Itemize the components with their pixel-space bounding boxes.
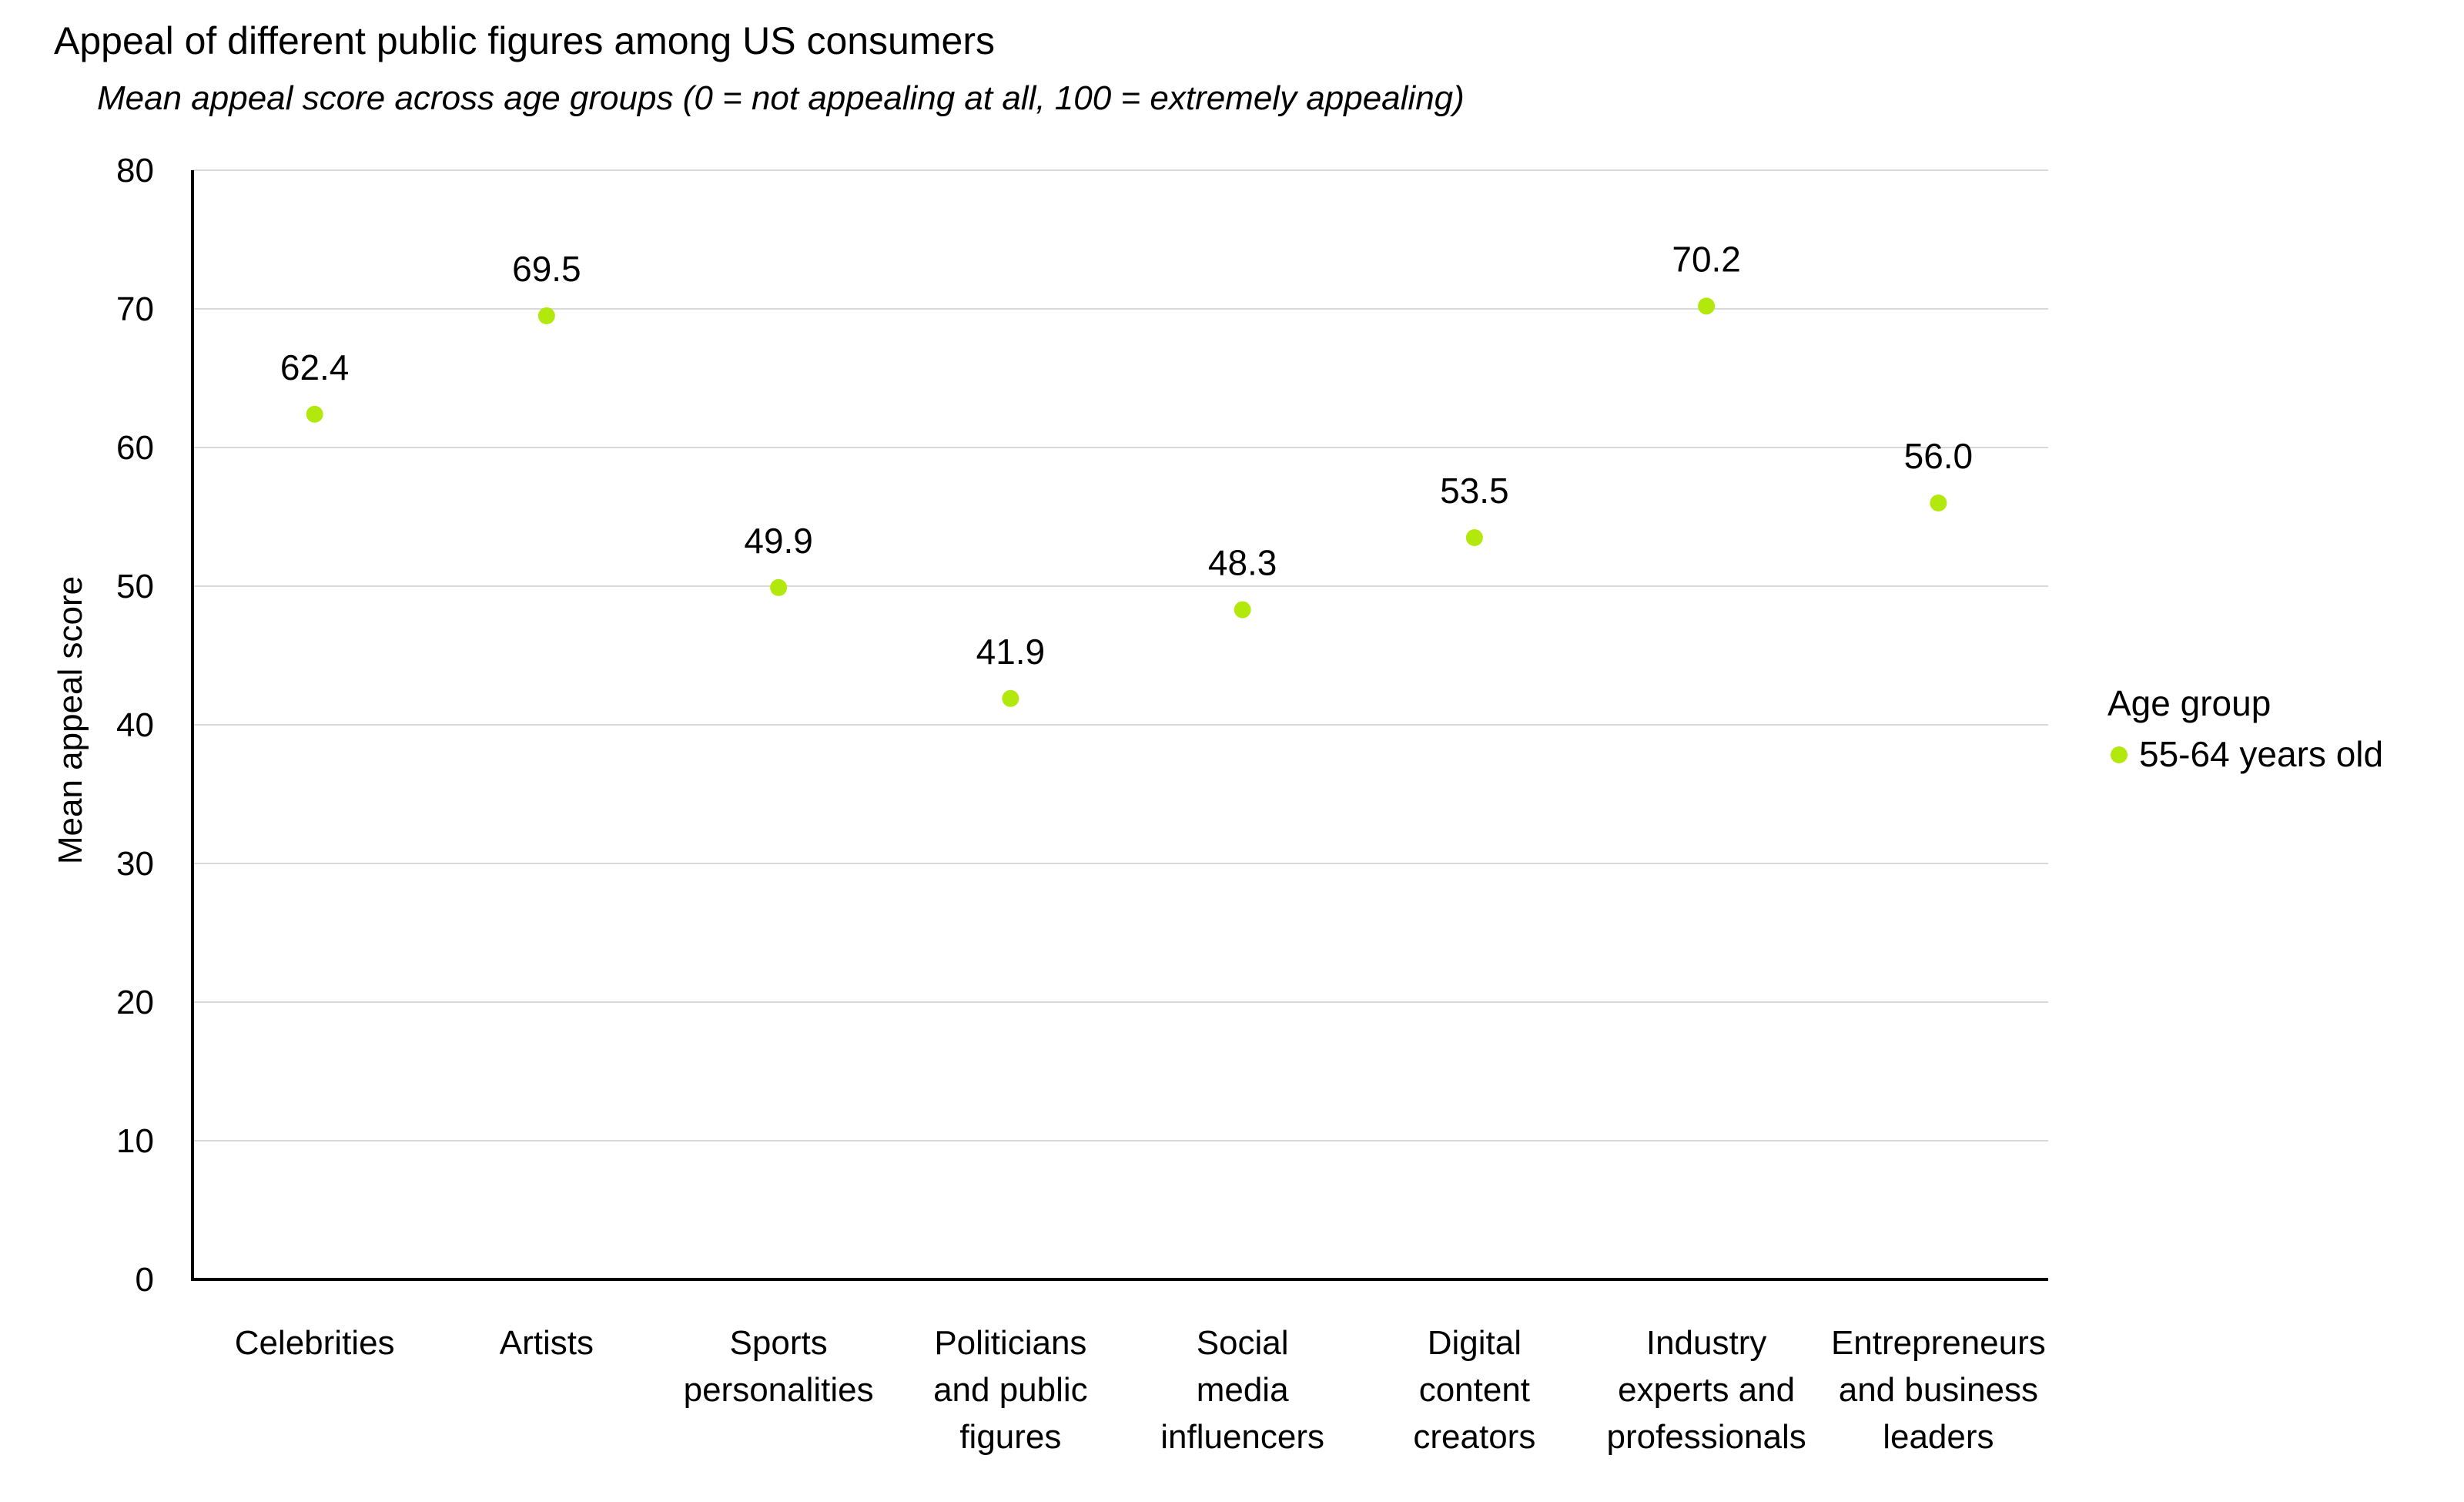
legend: Age group 55-64 years old (2107, 683, 2383, 774)
y-axis-label: Mean appeal score (52, 576, 89, 864)
x-tick-label: Social media influencers (1160, 1324, 1324, 1456)
y-tick-labels: 0 10 20 30 40 50 60 70 80 (116, 152, 154, 1299)
y-tick-label: 50 (116, 568, 154, 605)
data-point (537, 307, 555, 324)
data-label: 49.9 (744, 521, 813, 561)
y-tick-label: 60 (116, 429, 154, 467)
x-tick-label-line: Social (1197, 1324, 1289, 1362)
x-tick-label-line: figures (959, 1418, 1061, 1456)
data-point (1930, 495, 1947, 511)
data-point (770, 578, 788, 596)
x-tick-label: Politicians and public figures (933, 1324, 1088, 1456)
data-label: 56.0 (1904, 436, 1974, 476)
data-point (306, 405, 323, 423)
y-tick-label: 30 (116, 845, 154, 883)
x-tick-label-line: Industry (1646, 1324, 1767, 1362)
data-label: 53.5 (1440, 471, 1509, 511)
data-label: 48.3 (1208, 543, 1277, 583)
y-tick-label: 0 (136, 1261, 154, 1299)
chart-title: Appeal of different public figures among… (54, 19, 995, 62)
y-tick-label: 20 (116, 984, 154, 1021)
data-label: 70.2 (1672, 239, 1741, 279)
x-tick-label-line: Sports (730, 1324, 828, 1362)
legend-label: 55-64 years old (2139, 734, 2383, 774)
x-tick-label: Entrepreneurs and business leaders (1831, 1324, 2046, 1456)
legend-marker (2111, 746, 2128, 763)
x-tick-label: Artists (500, 1324, 594, 1362)
chart-subtitle: Mean appeal score across age groups (0 =… (97, 79, 1465, 117)
x-tick-label: Digital content creators (1413, 1324, 1535, 1456)
x-tick-label-line: content (1419, 1371, 1530, 1409)
y-tick-label: 40 (116, 706, 154, 744)
x-tick-label-line: experts and (1618, 1371, 1795, 1409)
x-tick-label-line: Celebrities (235, 1324, 395, 1362)
x-tick-label-line: and business (1839, 1371, 2038, 1409)
x-tick-label: Sports personalities (684, 1324, 874, 1409)
x-tick-label-line: leaders (1883, 1418, 1994, 1456)
x-tick-label-line: professionals (1606, 1418, 1806, 1456)
x-tick-label: Industry experts and professionals (1606, 1324, 1806, 1456)
x-tick-label-line: Politicians (934, 1324, 1086, 1362)
y-tick-label: 10 (116, 1122, 154, 1160)
x-tick-label: Celebrities (235, 1324, 395, 1362)
x-tick-label-line: influencers (1160, 1418, 1324, 1456)
data-point (1698, 297, 1716, 315)
data-label: 41.9 (976, 632, 1046, 672)
x-tick-label-line: and public (933, 1371, 1088, 1409)
data-label: 62.4 (280, 347, 350, 387)
x-tick-label-line: Digital (1428, 1324, 1522, 1362)
x-tick-label-line: media (1197, 1371, 1289, 1409)
data-point (1234, 601, 1251, 619)
x-tick-label-line: Entrepreneurs (1831, 1324, 2046, 1362)
data-label: 69.5 (512, 249, 581, 289)
x-tick-label-line: personalities (684, 1371, 874, 1409)
data-points: 62.4 69.5 49.9 41.9 48.3 53.5 70.2 56.0 (280, 239, 1974, 707)
x-tick-labels: Celebrities Artists Sports personalities Pol… (235, 1324, 2046, 1456)
x-tick-label-line: creators (1413, 1418, 1535, 1456)
y-tick-label: 70 (116, 290, 154, 328)
gridlines (192, 169, 2048, 1142)
data-point (1465, 529, 1483, 546)
y-tick-label: 80 (116, 152, 154, 189)
data-point (1002, 689, 1019, 707)
legend-title: Age group (2107, 683, 2271, 723)
x-tick-label-line: Artists (500, 1324, 594, 1362)
